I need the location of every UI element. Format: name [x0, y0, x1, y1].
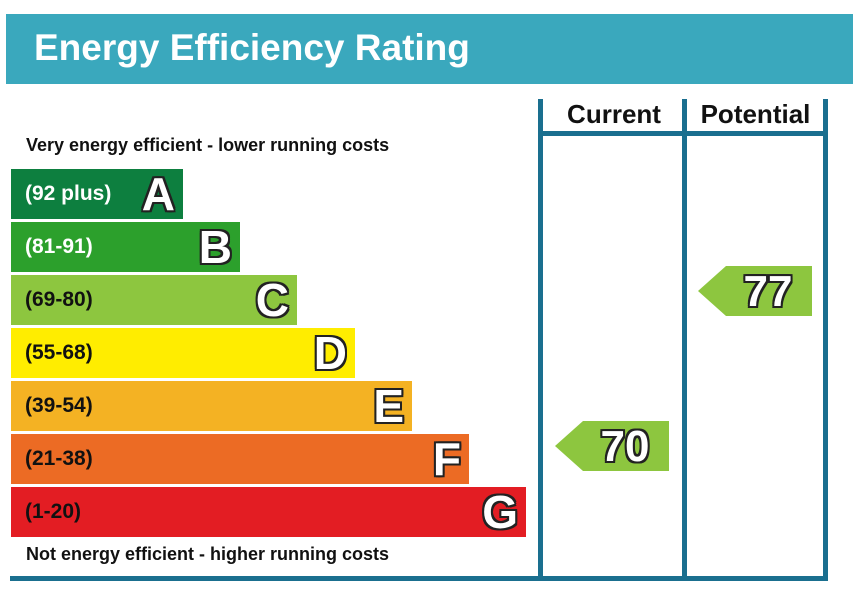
current-arrow-shape: [555, 421, 669, 471]
header-bar: Energy Efficiency Rating: [6, 14, 853, 84]
band-range-label: (1-20): [25, 500, 82, 523]
bottom-note: Not energy efficient - higher running co…: [26, 544, 390, 564]
band-letter-label: E: [373, 380, 404, 432]
band-letter-label: G: [482, 486, 518, 538]
top-note: Very energy efficient - lower running co…: [26, 135, 390, 155]
current-column-header: Current: [567, 99, 661, 129]
potential-rating-value: 77: [743, 267, 793, 316]
frame-line-middle: [682, 99, 687, 579]
band-letter-label: C: [255, 274, 289, 326]
band-g: (1-20) G: [11, 486, 526, 538]
band-range-label: (92 plus): [25, 182, 112, 205]
frame-line-right: [823, 99, 828, 579]
chart-title: Energy Efficiency Rating: [34, 27, 470, 68]
band-a: (92 plus) A: [11, 168, 183, 220]
potential-column-header: Potential: [700, 99, 811, 129]
band-f: (21-38) F: [11, 433, 469, 485]
band-letter-label: D: [313, 327, 347, 379]
frame-header-divider: [538, 131, 828, 136]
band-e: (39-54) E: [11, 380, 412, 432]
band-range-label: (81-91): [25, 235, 93, 258]
band-range-label: (39-54): [25, 394, 93, 417]
band-letter-label: F: [432, 433, 461, 485]
band-letter-label: A: [141, 168, 175, 220]
band-range-label: (55-68): [25, 341, 93, 364]
current-rating-value: 70: [600, 422, 650, 471]
current-rating-arrow: 70: [555, 421, 669, 471]
band-d: (55-68) D: [11, 327, 355, 379]
band-range-label: (69-80): [25, 288, 93, 311]
band-c: (69-80) C: [11, 274, 297, 326]
potential-arrow-shape: [698, 266, 812, 316]
band-b: (81-91) B: [11, 221, 240, 273]
band-range-label: (21-38): [25, 447, 93, 470]
frame-bottom-line: [10, 576, 828, 581]
band-letter-label: B: [198, 221, 232, 273]
frame-line-left: [538, 99, 543, 579]
potential-rating-arrow: 77: [698, 266, 812, 316]
